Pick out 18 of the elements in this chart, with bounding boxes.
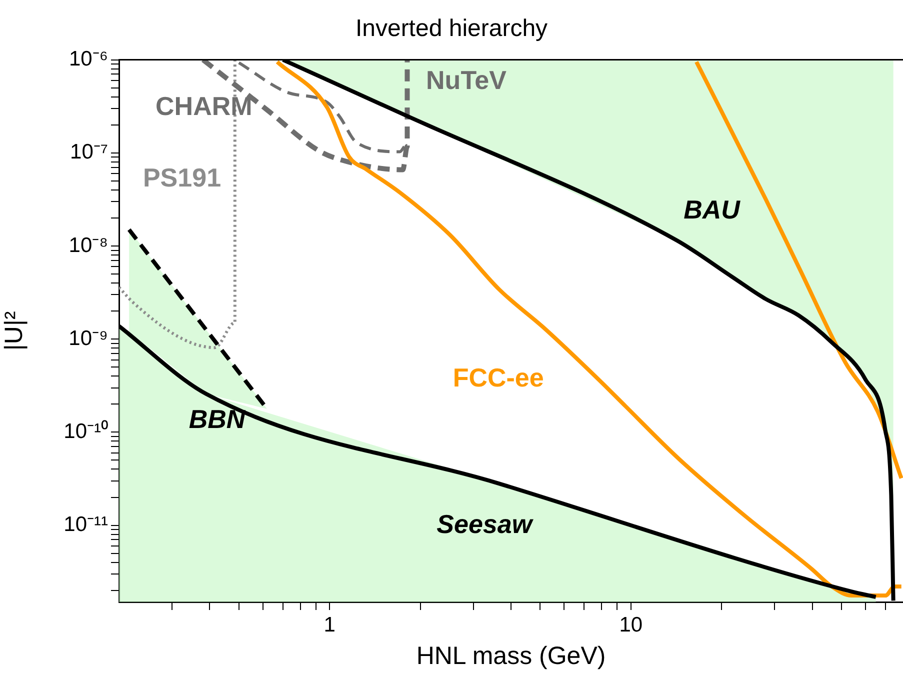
x-tick-label: 10 [619, 613, 643, 636]
series-label: PS191 [142, 162, 222, 192]
x-axis-title: HNL mass (GeV) [416, 642, 606, 670]
y-tick-label: 10⁻⁸ [68, 234, 108, 257]
series-label: BAU [684, 194, 742, 225]
y-tick-label: 10⁻¹¹ [64, 513, 108, 536]
series-label: BBN [188, 404, 246, 434]
y-tick-label: 10⁻⁹ [68, 326, 108, 350]
x-tick-label: 1 [324, 613, 336, 636]
y-axis-title: |U|² [0, 311, 28, 351]
y-tick-label: 10⁻¹⁰ [64, 420, 108, 443]
y-tick-label: 10⁻⁶ [68, 48, 108, 71]
series-label: Seesaw [436, 508, 534, 539]
series-label: CHARM [156, 90, 252, 121]
y-tick-label: 10⁻⁷ [70, 140, 108, 164]
chart-title: Inverted hierarchy [355, 15, 548, 42]
series-label: NuTeV [426, 64, 508, 95]
series-label: FCC-ee [452, 362, 544, 392]
